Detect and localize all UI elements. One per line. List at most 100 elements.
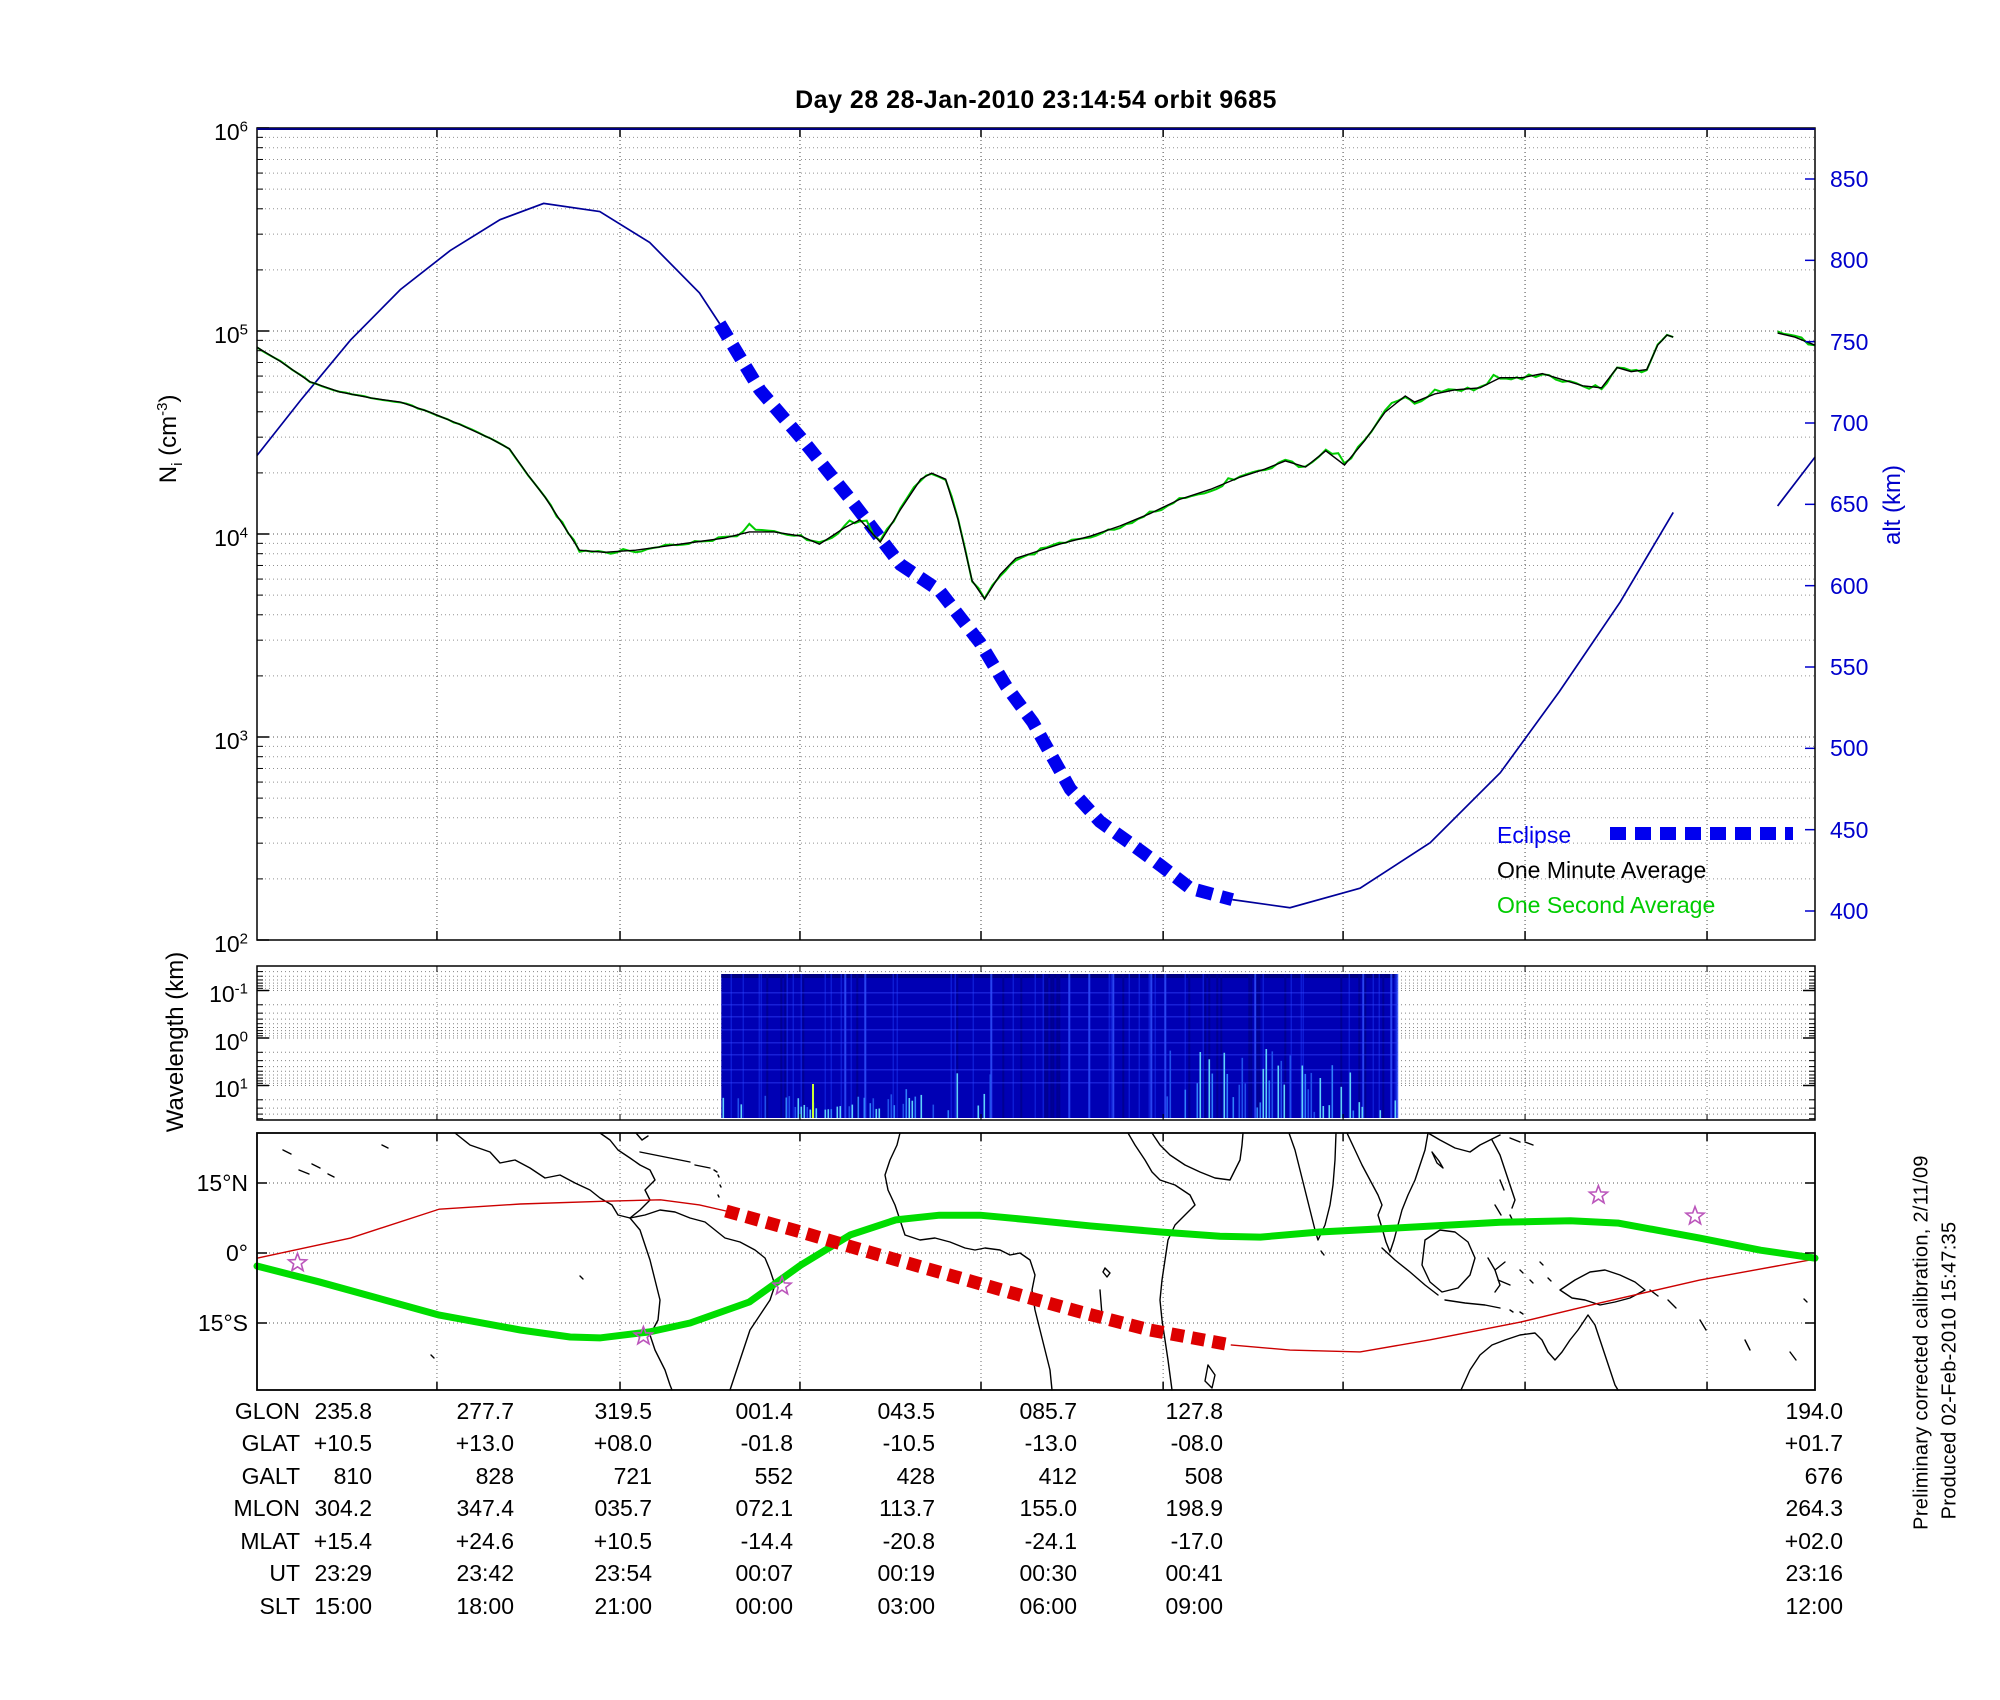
table-cell-mlat-2: +24.6	[455, 1528, 514, 1554]
table-cell-glon-4: 001.4	[735, 1398, 793, 1424]
table-cell-ut-1: 23:29	[314, 1560, 372, 1586]
table-cell-slt-2: 18:00	[456, 1593, 514, 1619]
coastline	[1529, 1279, 1534, 1284]
density-axis-label-close: )	[155, 394, 183, 403]
table-cell-slt-1: 15:00	[314, 1593, 372, 1619]
density-axis-label-unit: (cm	[155, 415, 183, 463]
legend-one-second-label: One Second Average	[1497, 892, 1716, 918]
table-cell-mlon-4: 072.1	[735, 1495, 793, 1521]
spectrogram-band	[721, 1042, 1398, 1044]
coastline	[454, 1132, 631, 1219]
table-cell-ut-4: 00:07	[735, 1560, 793, 1586]
density-tick-label: 105	[214, 321, 248, 348]
table-cell-slt-6: 06:00	[1019, 1593, 1077, 1619]
table-cell-glon-2: 277.7	[456, 1398, 514, 1424]
table-cell-mlon-6: 155.0	[1019, 1495, 1077, 1521]
spectrogram-band	[721, 1054, 1398, 1056]
table-cell-mlat-8: +02.0	[1784, 1528, 1843, 1554]
table-cell-slt-8: 12:00	[1785, 1593, 1843, 1619]
altitude-axis-label: alt (km)	[1879, 465, 1906, 545]
table-cell-ut-8: 23:16	[1785, 1560, 1843, 1586]
coastline	[1519, 1269, 1524, 1274]
coastline	[1559, 1269, 1646, 1306]
coastline	[1744, 1339, 1751, 1351]
wavelength-tick-label: 101	[214, 1075, 248, 1103]
table-cell-mlon-1: 304.2	[314, 1495, 372, 1521]
table-cell-galt-4: 552	[754, 1463, 793, 1489]
table-cell-glon-3: 319.5	[594, 1398, 652, 1424]
coastline	[1421, 1229, 1476, 1293]
coastline	[381, 1144, 389, 1149]
coastline	[599, 1132, 656, 1219]
table-cell-galt-8: 676	[1804, 1463, 1843, 1489]
axes-frame	[256, 1132, 1816, 1391]
one-minute-average-curve	[256, 334, 1674, 601]
altitude-tick-label: 450	[1830, 816, 1869, 843]
coastline	[1288, 1132, 1337, 1241]
orbit-star-marker	[632, 1324, 655, 1346]
coastline	[1497, 1279, 1511, 1286]
coastline	[1381, 1247, 1439, 1296]
spectrogram-band	[721, 1004, 1398, 1006]
altitude-tick-label: 700	[1830, 410, 1869, 436]
table-cell-glat-8: +01.7	[1784, 1430, 1843, 1456]
axes-frame	[256, 965, 1816, 1121]
coastline	[639, 1151, 691, 1163]
table-row-label-galt: GALT	[241, 1463, 300, 1489]
coastline	[1102, 1267, 1111, 1278]
table-cell-glon-6: 085.7	[1019, 1398, 1077, 1424]
table-cell-mlon-7: 198.9	[1165, 1495, 1223, 1521]
wavelength-tick-label: 10-1	[209, 980, 248, 1008]
conjugate-track-line-after	[1230, 1258, 1816, 1353]
coastline	[1667, 1299, 1677, 1309]
density-tick-label: 106	[214, 118, 248, 145]
density-altitude-panel	[256, 127, 1816, 941]
density-axis-label-exp: -3	[154, 402, 172, 416]
orbit-star-marker	[770, 1274, 794, 1296]
table-cell-mlat-3: +10.5	[593, 1528, 652, 1554]
table-cell-glon-7: 127.8	[1165, 1398, 1223, 1424]
coastline	[1494, 1204, 1502, 1216]
table-cell-slt-4: 00:00	[735, 1593, 793, 1619]
table-cell-glat-7: -08.0	[1170, 1430, 1223, 1456]
page-title: Day 28 28-Jan-2010 23:14:54 orbit 9685	[795, 86, 1277, 114]
table-row-label-glon: GLON	[234, 1398, 300, 1424]
table-row-label-slt: SLT	[259, 1593, 300, 1619]
table-cell-mlat-5: -20.8	[882, 1528, 935, 1554]
altitude-tick-label: 800	[1830, 247, 1869, 274]
table-row-label-glat: GLAT	[241, 1430, 300, 1456]
coastline	[629, 1209, 776, 1391]
table-cell-glon-5: 043.5	[877, 1398, 935, 1424]
table-cell-mlat-7: -17.0	[1170, 1528, 1223, 1554]
orbit-star-marker	[286, 1251, 309, 1273]
table-cell-glat-4: -01.8	[740, 1430, 793, 1456]
coastline	[1460, 1314, 1619, 1391]
coastline	[1524, 1141, 1534, 1146]
coastline	[1151, 1132, 1244, 1181]
spectrogram-band	[721, 1029, 1398, 1031]
coastline	[282, 1149, 292, 1155]
coastline	[635, 1132, 649, 1141]
table-cell-ut-3: 23:54	[594, 1560, 652, 1586]
altitude-after-gap-curve	[1776, 456, 1816, 507]
table-cell-ut-5: 00:19	[877, 1560, 935, 1586]
altitude-eclipse-curve	[714, 320, 1235, 906]
coastline	[1509, 1309, 1514, 1313]
coastline	[629, 1217, 673, 1391]
table-cell-mlat-1: +15.4	[313, 1528, 372, 1554]
coastline	[1539, 1261, 1544, 1266]
table-cell-glon-1: 235.8	[314, 1398, 372, 1424]
coastline	[579, 1275, 584, 1280]
table-cell-glat-6: -13.0	[1024, 1430, 1077, 1456]
table-cell-galt-7: 508	[1184, 1463, 1223, 1489]
table-cell-slt-3: 21:00	[594, 1593, 652, 1619]
table-row-label-ut: UT	[269, 1560, 300, 1586]
coastline	[884, 1132, 1053, 1391]
table-cell-galt-2: 828	[475, 1463, 514, 1489]
coastline	[1127, 1132, 1196, 1391]
coastline	[327, 1173, 335, 1178]
table-cell-galt-6: 412	[1038, 1463, 1077, 1489]
coastline	[1204, 1364, 1216, 1389]
density-tick-label: 102	[214, 930, 248, 957]
